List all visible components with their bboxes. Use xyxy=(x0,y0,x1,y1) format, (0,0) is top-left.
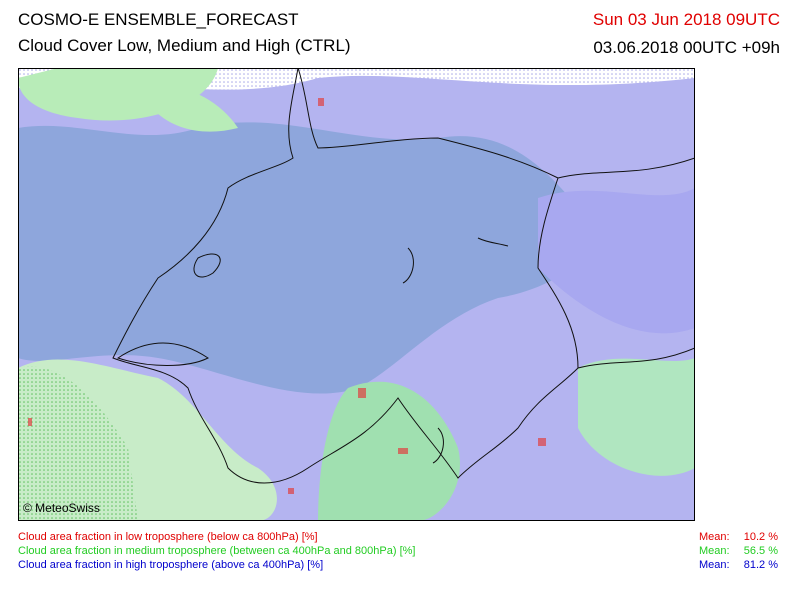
map: © MeteoSwiss xyxy=(18,68,695,521)
mean-label: Mean: xyxy=(699,545,730,557)
legend-label: Cloud area fraction in low troposphere (… xyxy=(18,531,318,543)
title: COSMO-E ENSEMBLE_FORECAST xyxy=(18,10,299,29)
map-frame xyxy=(18,68,695,521)
mean-value: 56.5 % xyxy=(743,545,778,557)
mean-label: Mean: xyxy=(699,531,730,543)
copyright: © MeteoSwiss xyxy=(23,501,100,515)
subtitle: Cloud Cover Low, Medium and High (CTRL) xyxy=(18,36,351,55)
mean-label: Mean: xyxy=(699,559,730,571)
valid-time: Sun 03 Jun 2018 09UTC xyxy=(592,10,780,29)
mean-value: 81.2 % xyxy=(743,559,778,571)
run-time: 03.06.2018 00UTC +09h xyxy=(593,38,780,57)
legend-label: Cloud area fraction in medium tropospher… xyxy=(18,545,416,557)
legend-label: Cloud area fraction in high troposphere … xyxy=(18,559,324,571)
mean-value: 10.2 % xyxy=(743,531,778,543)
